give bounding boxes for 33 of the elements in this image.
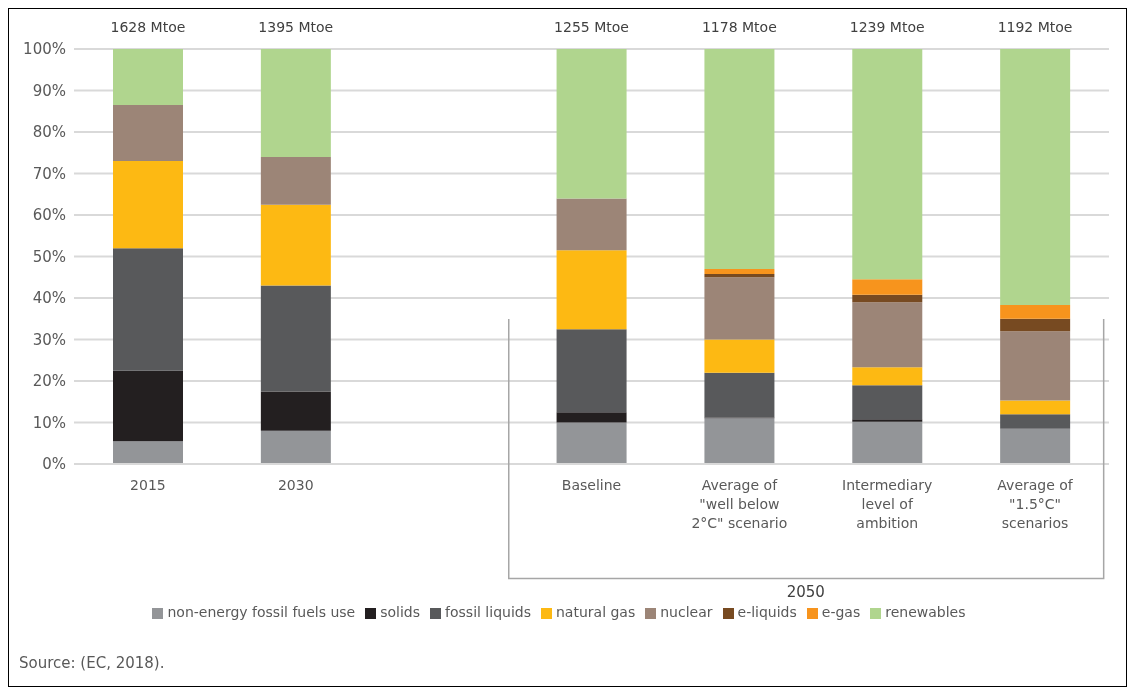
y-tick-label: 30% — [32, 330, 66, 349]
x-tick-label: Intermediary level of ambition — [842, 477, 933, 531]
x-tick-label: 2015 — [130, 477, 166, 493]
legend-label: e-liquids — [737, 604, 797, 620]
source-note: Source: (EC, 2018). — [19, 654, 165, 672]
annotation: 1395 Mtoe — [257, 19, 335, 35]
y-tick-label: 50% — [32, 247, 66, 266]
y-tick-label: 80% — [32, 123, 66, 142]
y-tick-label: 40% — [32, 289, 66, 308]
legend-label: natural gas — [555, 604, 636, 620]
x-tick-label: Baseline — [561, 477, 622, 493]
x-tick-label: Average of "well below 2°C" scenario — [691, 477, 788, 531]
legend-label: e-gas — [821, 604, 861, 620]
legend-label: nuclear — [660, 604, 713, 620]
y-tick-label: 90% — [32, 81, 66, 100]
annotation: 1239 Mtoe — [848, 19, 926, 35]
annotation: 1628 Mtoe — [109, 19, 187, 35]
legend-label: renewables — [885, 604, 966, 620]
x-tick-label: Average of "1.5°C" scenarios — [997, 477, 1074, 531]
legend-label: non-energy fossil fuels use — [167, 604, 356, 620]
legend-label: solids — [380, 604, 421, 620]
y-tick-label: 10% — [32, 413, 66, 432]
y-tick-label: 0% — [42, 455, 66, 474]
text: 2050 — [785, 583, 826, 601]
annotation: 1255 Mtoe — [553, 19, 630, 35]
y-tick-label: 100% — [23, 40, 66, 59]
annotation: 1192 Mtoe — [996, 19, 1074, 35]
y-tick-label: 60% — [32, 206, 66, 225]
x-tick-label: 2030 — [277, 477, 314, 493]
legend-label: fossil liquids — [445, 604, 531, 620]
y-tick-label: 70% — [32, 164, 66, 183]
annotation: 1178 Mtoe — [700, 19, 778, 35]
y-tick-label: 20% — [32, 372, 66, 391]
